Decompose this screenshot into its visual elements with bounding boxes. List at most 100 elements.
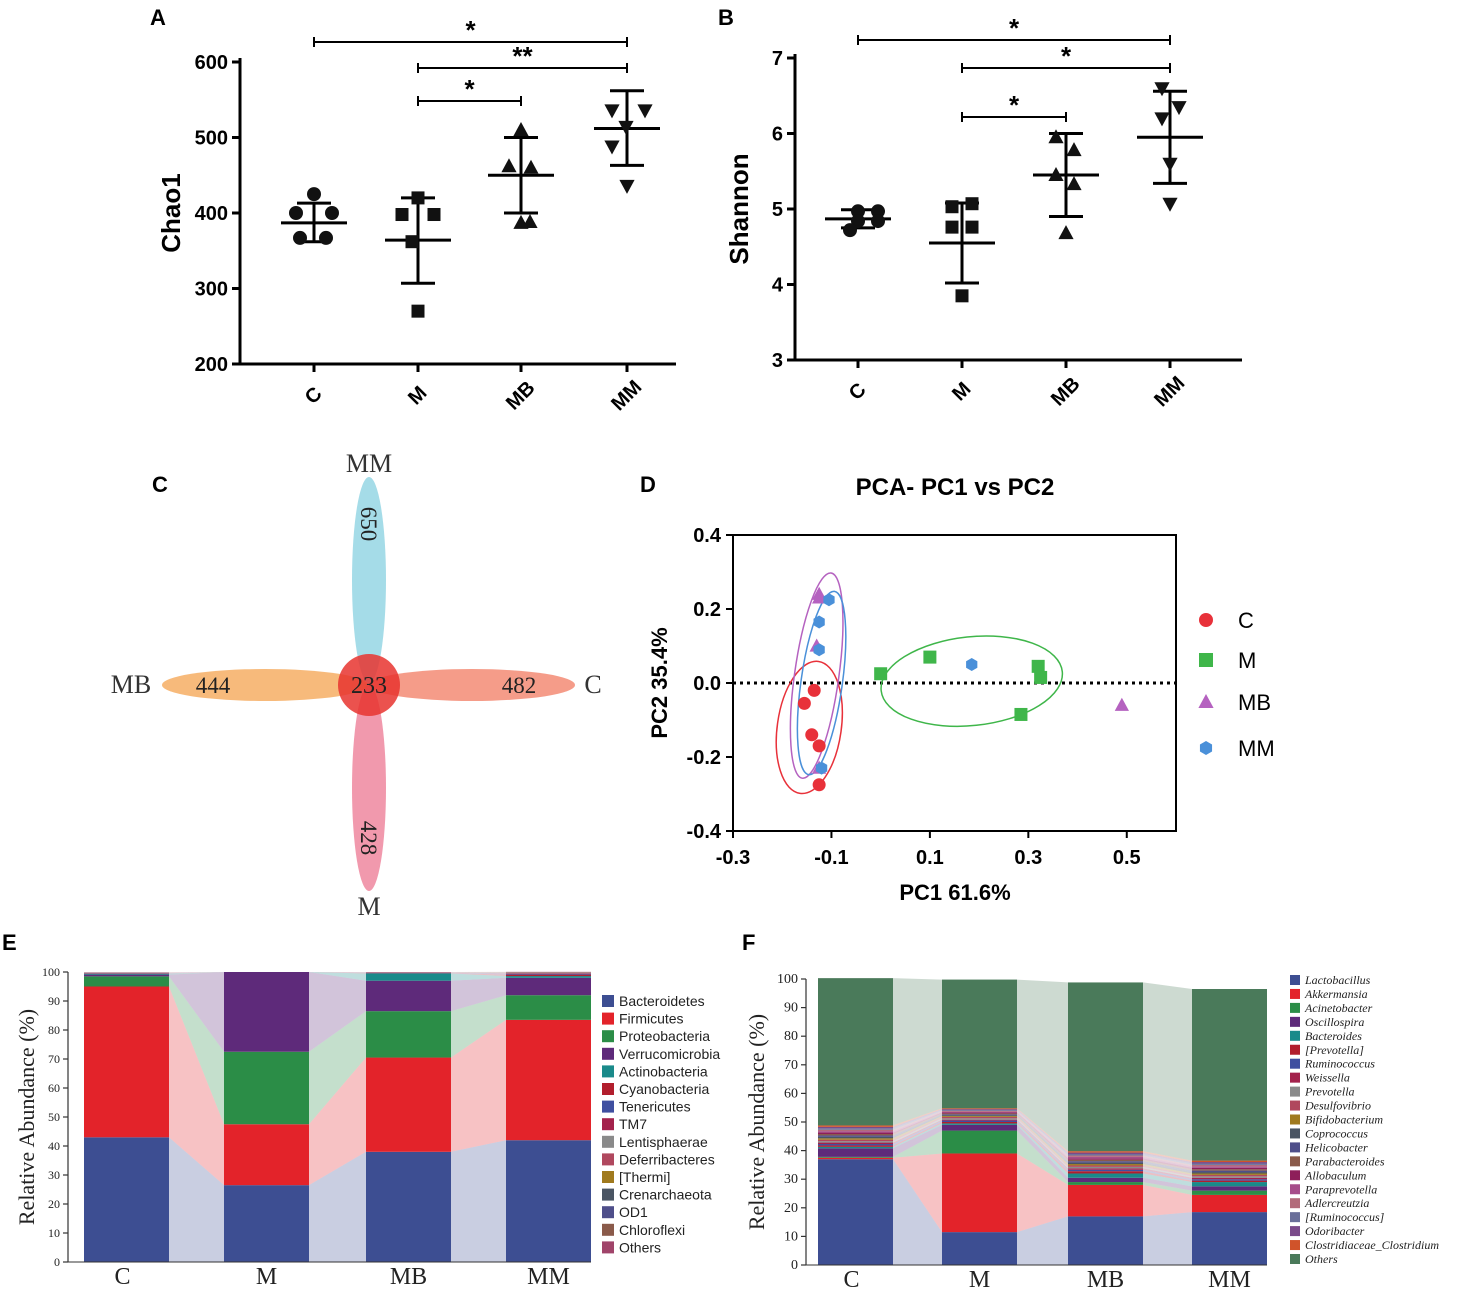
bar-segment [224, 1185, 309, 1262]
x-tick-label: C [114, 1264, 130, 1290]
legend-swatch [1290, 1100, 1300, 1111]
legend-label: Prevotella [1304, 1085, 1355, 1099]
bar-segment [506, 1140, 591, 1262]
data-point-square [945, 200, 959, 214]
y-tick-label: 4 [772, 275, 784, 297]
legend-marker-mb [1198, 694, 1214, 708]
bar-segment [818, 1135, 893, 1137]
legend-swatch [1290, 1170, 1300, 1181]
y-tick-label: 600 [195, 52, 228, 74]
x-tick-label: -0.1 [814, 847, 848, 869]
flow-band [451, 977, 506, 1012]
bar-segment [942, 1110, 1017, 1112]
y-axis-title: Chao1 [156, 173, 186, 252]
x-tick-label: M [256, 1264, 277, 1290]
bar-segment [818, 1141, 893, 1143]
flow-band [169, 976, 224, 1125]
flow-band [1143, 1159, 1192, 1171]
plot-frame [732, 534, 1177, 832]
flow-band [1017, 1130, 1068, 1185]
bar-segment [942, 1114, 1017, 1116]
pca-point-mb [1114, 697, 1129, 711]
flow-band [451, 973, 506, 977]
bar-segment [818, 1159, 893, 1265]
x-tick-label: M [969, 1267, 990, 1291]
legend-swatch [1290, 1128, 1300, 1139]
significance-stars: * [1009, 90, 1020, 120]
data-point-triangle [604, 104, 620, 119]
x-tick-label: 0.5 [1113, 847, 1141, 869]
flow-band [1017, 1216, 1068, 1265]
bar-segment [1192, 1174, 1267, 1177]
bar-segment [1192, 1177, 1267, 1180]
legend-label: Bacteroides [1305, 1029, 1362, 1043]
data-point-circle [319, 230, 333, 245]
flow-band [893, 1109, 942, 1130]
bar-segment [942, 1113, 1017, 1115]
flow-band [1143, 1154, 1192, 1165]
flow-band [169, 972, 224, 974]
flow-band [893, 1108, 942, 1127]
legend-swatch [602, 1030, 614, 1043]
flow-band [169, 972, 224, 973]
flow-band [1017, 979, 1068, 1152]
bar-segment [1192, 1212, 1267, 1265]
bar-segment [366, 1011, 451, 1058]
y-tick-label: 3 [772, 350, 783, 372]
data-point-triangle [1066, 176, 1082, 191]
data-point-triangle [1154, 82, 1170, 97]
bar-segment [818, 1144, 893, 1146]
bar-segment [1192, 1164, 1267, 1167]
bar-segment [942, 1232, 1017, 1265]
y-axis-title: Relative Abundance (%) [744, 1014, 769, 1230]
legend-swatch [602, 995, 614, 1007]
legend-swatch [1290, 1198, 1300, 1209]
flow-band [451, 972, 506, 974]
significance-stars: * [1009, 13, 1020, 43]
bar-segment [818, 1134, 893, 1136]
legend-marker-m [1199, 653, 1213, 667]
legend-swatch [1290, 1044, 1300, 1055]
x-tick-label: MM [527, 1264, 570, 1290]
flow-band [893, 1124, 942, 1157]
legend-swatch [1290, 1240, 1300, 1251]
y-tick-label: 7 [772, 48, 783, 70]
data-point-triangle [1162, 157, 1178, 172]
flow-band [893, 1115, 942, 1140]
bar-segment [1068, 1154, 1143, 1156]
bar-segment [84, 974, 169, 977]
bar-segment [818, 1132, 893, 1135]
significance-stars: * [464, 74, 475, 104]
y-tick-label: 90 [48, 994, 60, 1008]
flow-band [169, 972, 224, 975]
pca-point-c [797, 696, 811, 710]
flow-band [451, 972, 506, 974]
panel-label-e: E [2, 930, 17, 955]
flow-band [893, 1113, 942, 1136]
bar-segment [1192, 1186, 1267, 1191]
data-point-square [395, 208, 409, 222]
flow-band [1017, 1111, 1068, 1159]
bar-segment [1192, 1163, 1267, 1165]
x-tick-label: 0.1 [916, 847, 944, 869]
venn-count-mb: 444 [196, 673, 231, 698]
legend-swatch [602, 1188, 614, 1201]
legend-label: Others [1305, 1252, 1338, 1266]
flow-band [1017, 1115, 1068, 1165]
legend-swatch [1290, 1142, 1300, 1153]
flow-band [451, 1019, 506, 1152]
bar-segment [1068, 1168, 1143, 1170]
flow-band [893, 1109, 942, 1129]
venn-count-c: 482 [502, 673, 537, 698]
venn-petal-c [369, 669, 575, 701]
flow-band [1143, 1177, 1192, 1191]
bar-segment [1192, 1167, 1267, 1170]
bar-segment [366, 980, 451, 1012]
flow-band [451, 972, 506, 975]
y-tick-label: 40 [48, 1139, 60, 1153]
pca-point-c [812, 739, 826, 753]
flow-band [893, 978, 942, 1126]
y-tick-label: -0.2 [687, 747, 721, 769]
flow-band [309, 972, 366, 974]
